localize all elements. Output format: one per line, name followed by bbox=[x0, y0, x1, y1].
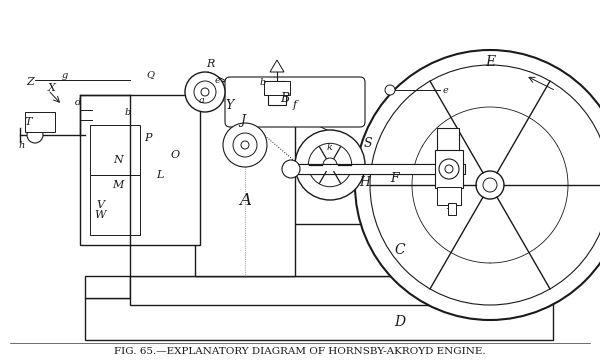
Text: G: G bbox=[448, 187, 457, 197]
Bar bbox=[435, 150, 463, 188]
Text: e: e bbox=[442, 86, 448, 95]
Bar bbox=[290, 164, 465, 174]
Text: H: H bbox=[359, 176, 370, 189]
Bar bbox=[437, 187, 461, 205]
Bar bbox=[437, 128, 459, 158]
Bar bbox=[90, 175, 140, 235]
Circle shape bbox=[439, 159, 459, 179]
Circle shape bbox=[370, 65, 600, 305]
Circle shape bbox=[282, 160, 300, 178]
Text: L: L bbox=[157, 170, 164, 180]
Text: FIG. 65.—EXPLANATORY DIAGRAM OF HORNSBY-AKROYD ENGINE.: FIG. 65.—EXPLANATORY DIAGRAM OF HORNSBY-… bbox=[114, 347, 486, 356]
Circle shape bbox=[476, 171, 504, 199]
Text: C: C bbox=[395, 243, 406, 257]
Text: D: D bbox=[394, 315, 406, 329]
Text: h: h bbox=[19, 140, 25, 149]
Text: F: F bbox=[391, 171, 400, 185]
Text: J: J bbox=[241, 113, 245, 126]
Bar bbox=[264, 81, 290, 95]
Circle shape bbox=[445, 165, 453, 173]
Text: b: b bbox=[125, 108, 131, 117]
Circle shape bbox=[194, 81, 216, 103]
Text: O: O bbox=[170, 150, 179, 160]
Bar bbox=[441, 156, 455, 164]
Text: M: M bbox=[112, 180, 124, 190]
Circle shape bbox=[27, 127, 43, 143]
Circle shape bbox=[241, 141, 249, 149]
Circle shape bbox=[483, 178, 497, 192]
Text: Y: Y bbox=[226, 99, 234, 112]
Bar bbox=[85, 298, 553, 340]
Circle shape bbox=[201, 88, 209, 96]
Text: X: X bbox=[48, 83, 56, 93]
Text: f: f bbox=[293, 100, 297, 110]
Circle shape bbox=[355, 50, 600, 320]
Bar bbox=[130, 276, 450, 305]
Text: e: e bbox=[214, 76, 220, 85]
Circle shape bbox=[295, 130, 365, 200]
Circle shape bbox=[233, 133, 257, 157]
Bar bbox=[90, 125, 140, 175]
FancyBboxPatch shape bbox=[225, 77, 365, 127]
Text: B: B bbox=[280, 91, 290, 104]
Text: P: P bbox=[144, 133, 152, 143]
Bar bbox=[448, 203, 456, 215]
Text: Z: Z bbox=[26, 77, 34, 87]
Bar bbox=[195, 81, 295, 276]
Text: A: A bbox=[239, 192, 251, 208]
Text: d: d bbox=[75, 98, 81, 107]
Bar bbox=[450, 224, 550, 298]
Text: S: S bbox=[364, 136, 373, 149]
Text: g: g bbox=[62, 71, 68, 80]
Bar bbox=[80, 95, 200, 245]
Bar bbox=[130, 224, 450, 276]
Polygon shape bbox=[270, 60, 284, 72]
Text: Q: Q bbox=[146, 71, 154, 80]
Text: E: E bbox=[485, 55, 495, 69]
Circle shape bbox=[385, 85, 395, 95]
Text: b: b bbox=[260, 77, 266, 86]
Text: a: a bbox=[199, 95, 205, 104]
Circle shape bbox=[308, 143, 352, 187]
Bar bbox=[85, 276, 130, 298]
Text: k: k bbox=[327, 143, 333, 152]
Text: N: N bbox=[113, 155, 123, 165]
Circle shape bbox=[323, 158, 337, 172]
Circle shape bbox=[223, 123, 267, 167]
Text: V: V bbox=[96, 200, 104, 210]
Text: I: I bbox=[446, 198, 451, 212]
Bar bbox=[25, 112, 55, 132]
Text: W: W bbox=[94, 210, 106, 220]
Circle shape bbox=[185, 72, 225, 112]
Text: R: R bbox=[206, 59, 214, 69]
Bar bbox=[268, 81, 286, 105]
Text: T: T bbox=[25, 117, 32, 127]
